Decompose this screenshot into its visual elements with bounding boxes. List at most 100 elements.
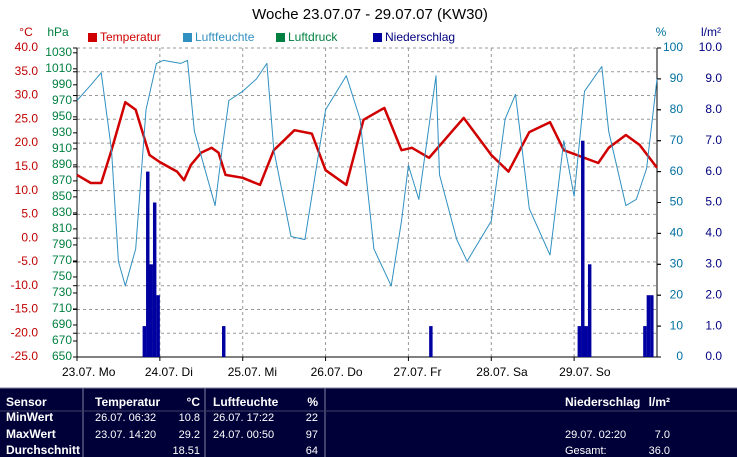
cell-time: 26.07. 17:22 (213, 412, 274, 424)
precip-bar (429, 326, 433, 357)
y4-tick-label: 0.0 (705, 349, 722, 363)
y3-tick-label: 10 (670, 318, 684, 332)
y3-tick-label: 60 (670, 164, 684, 178)
precip-bar (581, 140, 585, 357)
legend-label: Temperatur (100, 30, 161, 44)
precip-bar (587, 264, 592, 357)
cell-value: 64 (306, 445, 318, 457)
precip-bar (146, 171, 150, 357)
precip-bar (149, 264, 153, 357)
y2-tick-label: 970 (52, 93, 72, 107)
y2-tick-label: 770 (52, 253, 72, 267)
precip-bar (222, 326, 226, 357)
y4-tick-label: 2.0 (705, 287, 722, 301)
y3-tick-label: 100 (663, 40, 683, 54)
y2-tick-label: 850 (52, 189, 72, 203)
table-header: Sensor (6, 395, 47, 409)
precip-bar (584, 326, 588, 357)
precip-bar (643, 326, 647, 357)
y3-tick-label: 70 (670, 133, 684, 147)
legend-swatch (183, 33, 192, 42)
precip-bar (577, 326, 582, 357)
cell-time: Gesamt: (565, 445, 607, 457)
y3-tick-label: 30 (670, 256, 684, 270)
y4-tick-label: 7.0 (705, 133, 722, 147)
y4-tick-label: 8.0 (705, 102, 722, 116)
x-tick-label: 26.07. Do (311, 365, 363, 379)
cell-time: 26.07. 06:32 (95, 412, 156, 424)
y-tick-label: 25.0 (15, 111, 39, 125)
y2-tick-label: 1010 (45, 61, 72, 75)
y2-tick-label: 890 (52, 157, 72, 171)
y-tick-label: 30.0 (15, 88, 39, 102)
y2-tick-label: 730 (52, 285, 72, 299)
y4-axis-unit: l/m² (701, 25, 721, 39)
row-label: MinWert (6, 410, 53, 424)
y4-tick-label: 3.0 (705, 256, 722, 270)
legend-swatch (88, 33, 97, 42)
y-tick-label: 15.0 (15, 159, 39, 173)
x-tick-label: 27.07. Fr (393, 365, 441, 379)
y2-tick-label: 1030 (45, 45, 72, 59)
table-header: Luftfeuchte (213, 395, 279, 409)
table-unit: l/m² (649, 395, 670, 409)
y2-tick-label: 810 (52, 221, 72, 235)
cell-time: 24.07. 00:50 (213, 429, 274, 441)
legend-label: Niederschlag (385, 30, 455, 44)
y2-tick-label: 710 (52, 301, 72, 315)
cell-value: 36.0 (649, 445, 670, 457)
precip-bar (156, 295, 160, 357)
x-tick-label: 29.07. So (559, 365, 611, 379)
y-tick-label: 10.0 (15, 183, 39, 197)
legend-swatch (276, 33, 285, 42)
y-tick-label: 35.0 (15, 64, 39, 78)
stats-table-background (0, 388, 737, 457)
x-tick-label: 25.07. Mi (228, 365, 277, 379)
table-unit: °C (187, 395, 201, 409)
table-header: Temperatur (95, 395, 160, 409)
y4-tick-label: 4.0 (705, 226, 722, 240)
y-tick-label: -10.0 (11, 278, 39, 292)
y3-tick-label: 80 (670, 102, 684, 116)
y4-tick-label: 1.0 (705, 318, 722, 332)
y2-tick-label: 650 (52, 349, 72, 363)
y3-tick-label: 40 (670, 226, 684, 240)
y-axis-unit: °C (19, 25, 33, 39)
precip-bar (646, 295, 651, 357)
y3-tick-label: 20 (670, 287, 684, 301)
cell-value: 29.2 (179, 429, 200, 441)
y-tick-label: 20.0 (15, 135, 39, 149)
series-line (76, 100, 658, 187)
y2-tick-label: 790 (52, 237, 72, 251)
x-tick-label: 24.07. Di (145, 365, 193, 379)
y2-tick-label: 670 (52, 333, 72, 347)
y3-axis-unit: % (656, 25, 667, 39)
cell-time: 23.07. 14:20 (95, 429, 156, 441)
x-tick-label: 23.07. Mo (62, 365, 116, 379)
y2-axis-unit: hPa (47, 25, 69, 39)
y2-tick-label: 950 (52, 109, 72, 123)
cell-value: 97 (306, 429, 318, 441)
y3-tick-label: 0 (676, 349, 683, 363)
y2-tick-label: 830 (52, 205, 72, 219)
y4-tick-label: 5.0 (705, 195, 722, 209)
y2-tick-label: 930 (52, 125, 72, 139)
y2-tick-label: 750 (52, 269, 72, 283)
x-tick-label: 28.07. Sa (476, 365, 528, 379)
y4-tick-label: 10.0 (699, 40, 723, 54)
y3-tick-label: 90 (670, 71, 684, 85)
y-tick-label: -15.0 (11, 302, 39, 316)
y-tick-label: 0.0 (21, 230, 38, 244)
legend-label: Luftdruck (288, 30, 338, 44)
y3-tick-label: 50 (670, 195, 684, 209)
y2-tick-label: 910 (52, 141, 72, 155)
precip-bar (152, 202, 157, 357)
y4-tick-label: 9.0 (705, 71, 722, 85)
cell-value: 10.8 (179, 412, 200, 424)
y-tick-label: -20.0 (11, 325, 39, 339)
y-tick-label: -5.0 (17, 254, 38, 268)
precip-bar (142, 326, 147, 357)
y4-tick-label: 6.0 (705, 164, 722, 178)
table-header: Niederschlag (565, 395, 640, 409)
